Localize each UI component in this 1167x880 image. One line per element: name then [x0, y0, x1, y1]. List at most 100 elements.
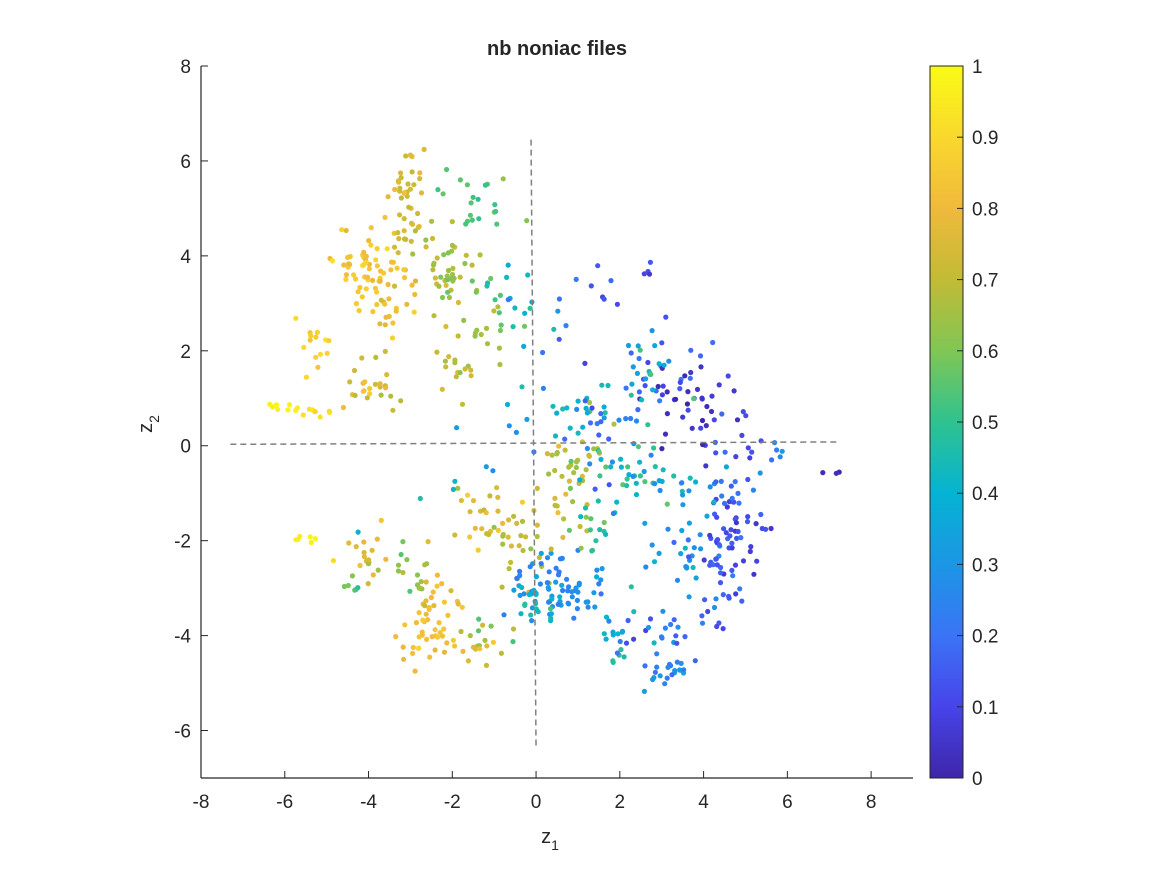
data-point: [651, 559, 658, 565]
data-point: [500, 176, 506, 182]
data-point: [469, 278, 475, 284]
data-point: [390, 320, 396, 326]
data-point: [768, 525, 774, 532]
data-point: [685, 389, 691, 395]
data-point: [401, 656, 407, 662]
data-point: [673, 633, 679, 639]
data-point: [560, 534, 566, 541]
data-point: [427, 654, 433, 660]
y-tick-label: 4: [180, 247, 191, 268]
data-point: [495, 494, 501, 500]
data-point: [409, 221, 416, 227]
data-point: [628, 392, 634, 398]
data-point: [528, 612, 534, 618]
data-point: [365, 561, 372, 567]
data-point: [412, 278, 419, 284]
data-point: [757, 470, 763, 476]
data-point: [540, 385, 547, 391]
data-point: [641, 688, 648, 695]
data-point: [508, 543, 514, 549]
data-point: [364, 274, 371, 280]
data-point: [462, 366, 468, 372]
data-point: [441, 252, 447, 258]
data-point: [609, 459, 616, 465]
data-point: [754, 558, 760, 564]
data-point: [614, 301, 621, 307]
data-point: [495, 304, 501, 310]
data-point: [592, 486, 598, 492]
data-point: [599, 566, 605, 572]
data-point: [588, 516, 594, 522]
data-point: [629, 381, 635, 387]
data-point: [707, 562, 713, 568]
data-point: [432, 275, 438, 281]
data-point: [423, 611, 429, 617]
data-point: [514, 520, 520, 527]
data-point: [730, 573, 736, 579]
data-point: [647, 616, 654, 622]
data-point: [388, 267, 394, 273]
data-point: [411, 309, 417, 315]
data-point: [615, 631, 621, 637]
data-point: [597, 473, 603, 479]
data-point: [614, 499, 620, 505]
data-point: [745, 445, 751, 451]
data-point: [710, 339, 716, 346]
data-point: [384, 372, 390, 378]
data-point: [564, 405, 570, 411]
colorbar-tick-label: 0.2: [972, 627, 998, 648]
data-point: [573, 464, 579, 471]
data-point: [618, 647, 624, 653]
data-point: [652, 343, 658, 349]
data-point: [625, 342, 632, 349]
data-point: [677, 379, 683, 385]
data-point: [455, 485, 461, 491]
data-point: [382, 348, 388, 354]
data-point: [452, 532, 458, 538]
data-point: [579, 473, 586, 479]
data-point: [565, 588, 571, 594]
data-point: [646, 271, 653, 277]
data-point: [699, 417, 706, 424]
data-point: [423, 244, 429, 250]
data-point: [662, 681, 668, 687]
data-point: [426, 605, 432, 611]
data-point: [483, 662, 490, 669]
data-point: [415, 224, 421, 230]
data-point: [728, 527, 734, 533]
data-point: [391, 244, 398, 250]
data-point: [462, 260, 468, 267]
data-point: [409, 282, 415, 288]
x-tick-label: 8: [866, 792, 877, 813]
data-point: [374, 301, 380, 308]
data-point: [448, 588, 454, 594]
data-point: [476, 216, 482, 222]
data-point: [599, 382, 605, 388]
data-point: [404, 557, 410, 563]
y-tick-label: 6: [180, 152, 191, 173]
data-point: [329, 258, 336, 264]
data-point: [495, 508, 501, 514]
data-point: [382, 301, 388, 307]
data-point: [393, 308, 399, 314]
data-point: [483, 325, 490, 331]
data-point: [497, 361, 503, 368]
data-point: [555, 572, 562, 578]
data-point: [430, 262, 437, 268]
data-point: [642, 663, 648, 669]
data-point: [657, 673, 663, 679]
data-point: [603, 614, 610, 620]
data-point: [286, 402, 293, 408]
data-point: [657, 398, 663, 404]
data-point: [628, 584, 634, 590]
x-tick-label: 2: [615, 792, 626, 813]
data-point: [591, 446, 597, 452]
data-point: [405, 181, 411, 187]
data-point: [559, 582, 565, 588]
data-point: [445, 612, 451, 619]
data-point: [678, 660, 684, 667]
data-point: [472, 333, 478, 339]
data-point: [569, 589, 575, 595]
data-point: [360, 388, 366, 394]
data-point: [769, 457, 775, 463]
